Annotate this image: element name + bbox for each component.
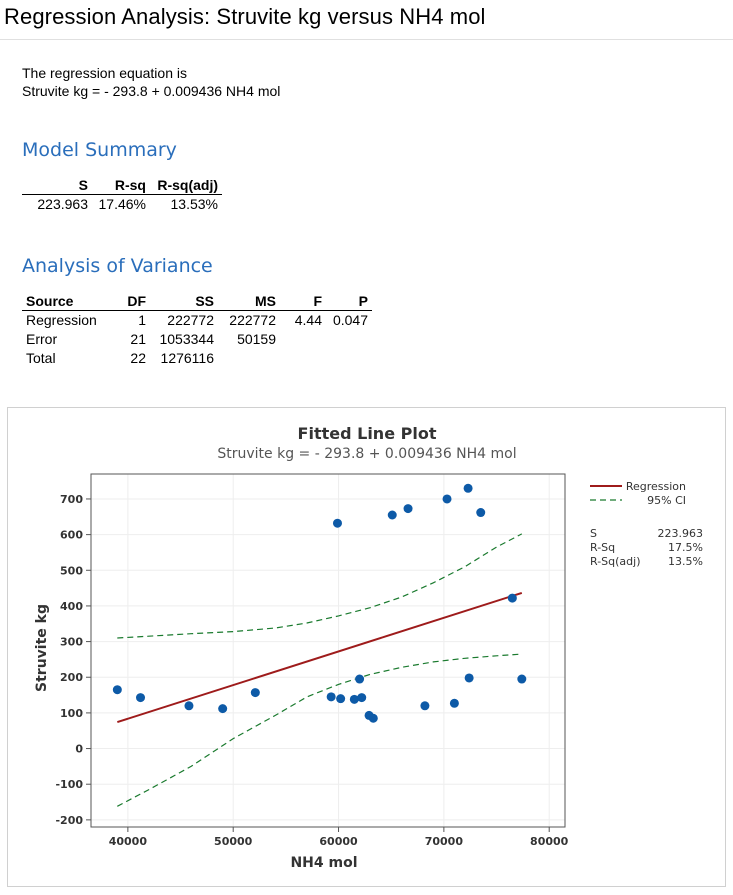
anova-header-f: F — [280, 292, 326, 311]
x-tick-label: 50000 — [214, 835, 253, 848]
data-point — [464, 673, 474, 683]
header-s: S — [22, 176, 92, 195]
stat-value-rsq: 17.5% — [668, 541, 703, 554]
anova-cell: 222772 — [167, 312, 214, 328]
data-point — [507, 593, 517, 603]
data-point — [250, 688, 260, 698]
data-point — [442, 494, 452, 504]
value-s: 223.963 — [37, 196, 88, 212]
anova-header-ss: SS — [150, 292, 218, 311]
data-point — [517, 674, 527, 684]
data-point — [218, 704, 228, 714]
regression-line — [117, 591, 523, 724]
y-tick-label: 0 — [75, 743, 83, 756]
data-point — [136, 693, 146, 703]
x-tick-label: 80000 — [530, 835, 569, 848]
legend-ci-label: 95% CI — [647, 494, 686, 507]
data-point — [476, 508, 486, 518]
y-tick-label: -200 — [55, 814, 83, 827]
anova-header-df: DF — [108, 292, 150, 311]
anova-cell: Error — [26, 331, 58, 347]
anova-header-row: Source DF SS MS F P — [22, 292, 372, 311]
y-axis-label: Struvite kg — [34, 604, 50, 692]
x-tick-label: 70000 — [425, 835, 464, 848]
stat-value-s: 223.963 — [658, 527, 704, 540]
anova-cell: Regression — [26, 312, 97, 328]
data-point — [357, 693, 367, 703]
anova-header-source: Source — [22, 292, 108, 311]
data-point — [463, 483, 473, 493]
header-rsq-adj: R-sq(adj) — [150, 176, 222, 195]
ci-lower-line — [117, 653, 522, 807]
y-tick-label: 100 — [60, 707, 83, 720]
anova-header-p: P — [326, 292, 372, 311]
model-summary-table: S R-sq R-sq(adj) 223.963 17.46% 13.53% — [22, 176, 222, 214]
model-summary-heading: Model Summary — [22, 139, 177, 161]
anova-cell: 4.44 — [294, 312, 322, 328]
anova-cell: 1276116 — [160, 350, 214, 366]
x-tick-label: 60000 — [319, 835, 358, 848]
chart-subtitle: Struvite kg = - 293.8 + 0.009436 NH4 mol — [217, 446, 516, 462]
stat-label-s: S — [590, 527, 597, 540]
fitted-line-plot-frame — [7, 407, 726, 887]
plot-area-border — [90, 473, 566, 828]
data-point — [449, 698, 459, 708]
data-point — [326, 692, 336, 702]
x-axis-label: NH4 mol — [290, 855, 357, 871]
model-summary-header-row: S R-sq R-sq(adj) — [22, 176, 222, 195]
equation-text: Struvite kg = - 293.8 + 0.009436 NH4 mol — [22, 83, 281, 99]
stat-label-rsq: R-Sq — [590, 541, 615, 554]
header-rsq: R-sq — [92, 176, 150, 195]
y-tick-label: 700 — [60, 493, 83, 506]
data-point — [368, 713, 378, 723]
y-tick-label: 400 — [60, 600, 83, 613]
anova-cell: 1053344 — [159, 331, 214, 347]
value-rsq: 17.46% — [98, 196, 146, 212]
y-tick-label: 600 — [60, 529, 83, 542]
data-point — [349, 694, 359, 704]
y-tick-label: -100 — [55, 778, 83, 791]
anova-header-ms: MS — [218, 292, 280, 311]
anova-cell: 21 — [130, 331, 146, 347]
y-tick-label: 300 — [60, 636, 83, 649]
x-tick-label: 40000 — [109, 835, 148, 848]
data-point — [332, 518, 342, 528]
anova-table: Source DF SS MS F P Regression 1 222772 … — [22, 292, 372, 368]
data-point — [184, 701, 194, 711]
data-point — [355, 674, 365, 684]
data-point — [112, 685, 122, 695]
stat-label-rsq-adj: R-Sq(adj) — [590, 555, 641, 568]
anova-cell: 1 — [138, 312, 146, 328]
y-tick-label: 200 — [60, 671, 83, 684]
data-point — [387, 510, 397, 520]
table-row: Regression 1 222772 222772 4.44 0.047 — [22, 311, 372, 331]
ci-upper-line — [117, 533, 523, 639]
anova-cell: 222772 — [229, 312, 276, 328]
anova-cell: Total — [26, 350, 56, 366]
value-rsq-adj: 13.53% — [170, 196, 218, 212]
stat-value-rsq-adj: 13.5% — [668, 555, 703, 568]
data-point — [420, 701, 430, 711]
page-title: Regression Analysis: Struvite kg versus … — [4, 4, 486, 29]
table-row: Error 21 1053344 50159 — [22, 330, 372, 349]
y-tick-label: 500 — [60, 564, 83, 577]
legend-regression-label: Regression — [626, 480, 686, 493]
title-divider — [0, 39, 733, 40]
table-row: Total 22 1276116 — [22, 349, 372, 368]
anova-cell: 50159 — [237, 331, 276, 347]
anova-cell: 0.047 — [332, 312, 368, 328]
data-point — [336, 694, 346, 704]
anova-cell: 22 — [130, 350, 146, 366]
anova-heading: Analysis of Variance — [22, 255, 213, 277]
equation-intro: The regression equation is — [22, 65, 187, 81]
regression-equation-block: The regression equation is Struvite kg =… — [22, 64, 280, 100]
data-point — [403, 504, 413, 514]
chart-title: Fitted Line Plot — [298, 424, 437, 443]
model-summary-value-row: 223.963 17.46% 13.53% — [22, 195, 222, 215]
